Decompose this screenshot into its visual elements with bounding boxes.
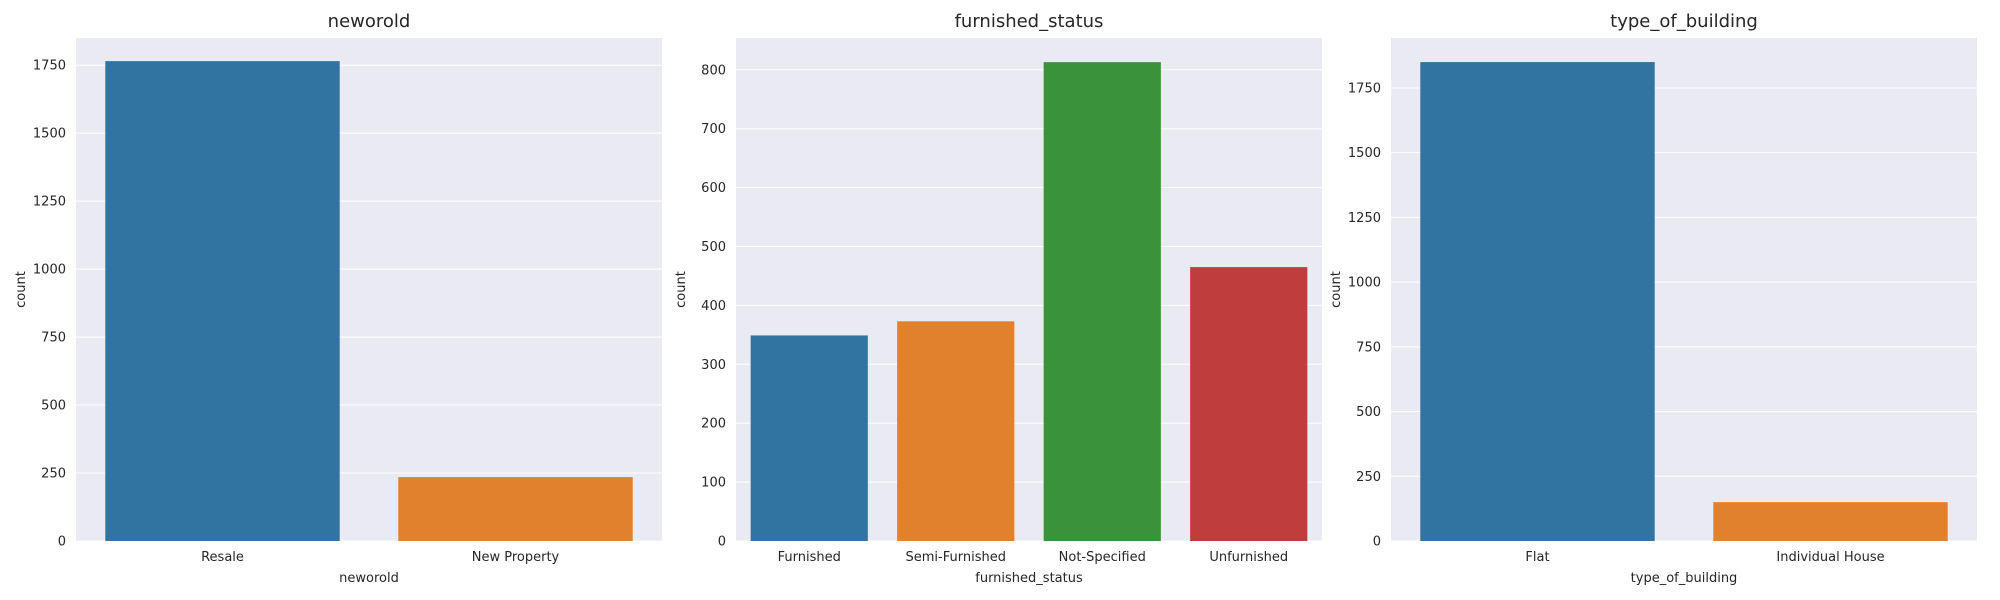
y-tick-label: 1000 xyxy=(1348,276,1381,291)
x-tick-label: Furnished xyxy=(778,550,841,565)
chart-neworold: 0 250 500 750 1000 1250 1500 1750 Resale New Prop… xyxy=(14,11,662,586)
y-tick-label: 500 xyxy=(41,399,66,414)
bar-new-property xyxy=(398,477,633,541)
x-tick-label: Resale xyxy=(201,550,244,565)
y-tick-label: 0 xyxy=(718,535,726,550)
y-tick-label: 750 xyxy=(1356,340,1381,355)
chart-title: type_of_building xyxy=(1610,11,1758,32)
y-tick-label: 1000 xyxy=(33,263,66,278)
y-tick-label: 500 xyxy=(1356,405,1381,420)
y-tick-label: 1500 xyxy=(1348,146,1381,161)
y-tick-label: 1750 xyxy=(1348,81,1381,96)
y-axis-label: count xyxy=(1329,271,1344,308)
y-axis-label: count xyxy=(14,271,29,308)
y-tick-label: 0 xyxy=(58,535,66,550)
y-axis-label: count xyxy=(674,271,689,308)
bar-flat xyxy=(1420,62,1655,542)
x-tick-label: Not-Specified xyxy=(1059,550,1146,565)
y-tick-label: 1500 xyxy=(33,127,66,142)
y-tick-label: 200 xyxy=(701,417,726,432)
y-tick-label: 1250 xyxy=(33,195,66,210)
y-tick-label: 400 xyxy=(701,299,726,314)
x-tick-label: Individual House xyxy=(1776,550,1884,565)
x-tick-label: Flat xyxy=(1525,550,1549,565)
x-tick-label: Semi-Furnished xyxy=(906,550,1006,565)
bar-furnished xyxy=(750,335,868,541)
x-tick-label: New Property xyxy=(472,550,560,565)
y-tick-label: 600 xyxy=(701,181,726,196)
bar-resale xyxy=(105,61,340,541)
chart-title: furnished_status xyxy=(955,11,1104,32)
y-tick-label: 700 xyxy=(701,122,726,137)
chart-type-of-building: 0 250 500 750 1000 1250 1500 1750 Flat Individual… xyxy=(1329,11,1977,586)
bar-unfurnished xyxy=(1190,267,1308,541)
y-tick-label: 500 xyxy=(701,240,726,255)
x-axis-label: neworold xyxy=(339,571,399,586)
y-tick-label: 250 xyxy=(1356,470,1381,485)
y-tick-label: 100 xyxy=(701,476,726,491)
bar-not-specified xyxy=(1043,62,1161,541)
chart-title: neworold xyxy=(328,11,411,32)
chart-furnished-status: 0 100 200 300 400 500 600 700 800 Furnished Semi-F… xyxy=(674,11,1322,586)
x-axis-label: type_of_building xyxy=(1631,571,1738,586)
y-tick-label: 0 xyxy=(1373,535,1381,550)
y-tick-label: 250 xyxy=(41,467,66,482)
bar-semi-furnished xyxy=(897,321,1015,541)
y-tick-label: 800 xyxy=(701,63,726,78)
bar-individual-house xyxy=(1713,502,1948,541)
y-tick-label: 750 xyxy=(41,331,66,346)
y-tick-label: 300 xyxy=(701,358,726,373)
y-tick-label: 1250 xyxy=(1348,211,1381,226)
x-axis-label: furnished_status xyxy=(975,571,1083,586)
y-tick-label: 1750 xyxy=(33,59,66,74)
x-tick-label: Unfurnished xyxy=(1209,550,1288,565)
